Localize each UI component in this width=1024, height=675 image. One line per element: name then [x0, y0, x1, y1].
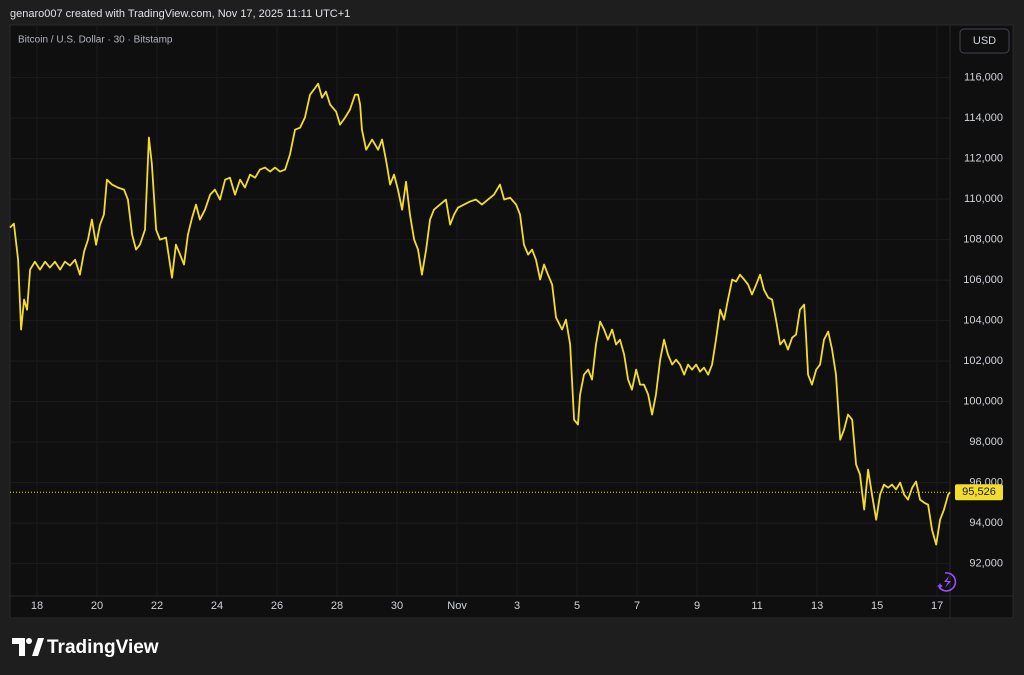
icon-ring [938, 572, 957, 592]
x-tick-label: 18 [31, 600, 43, 612]
x-tick-label: 20 [91, 600, 103, 612]
x-tick-label: 7 [634, 600, 640, 612]
price-marker-tag [955, 484, 1003, 501]
currency-button[interactable] [959, 28, 1010, 54]
x-tick-label: 3 [514, 600, 520, 612]
caption: genaro007 created with TradingView.com, … [10, 8, 350, 20]
x-tick-label: 5 [574, 600, 580, 612]
y-tick-label: 104,000 [963, 315, 1003, 327]
icon-spark [937, 583, 943, 589]
logo-shape [26, 638, 32, 644]
currency-label[interactable]: USD [973, 35, 996, 47]
y-tick-label: 106,000 [963, 274, 1003, 286]
logo-shape [12, 638, 25, 656]
y-tick-label: 110,000 [964, 193, 1003, 205]
x-tick-label: 17 [931, 600, 943, 612]
y-tick-label: 108,000 [963, 234, 1003, 246]
x-tick-label: 22 [151, 600, 163, 612]
x-tick-label: 15 [871, 600, 883, 612]
price-line [9, 82, 951, 546]
y-tick-label: 100,000 [963, 396, 1003, 408]
y-tick-label: 112,000 [964, 153, 1003, 165]
x-tick-label: 30 [391, 600, 403, 612]
brand-name: TradingView [47, 637, 159, 658]
x-tick-label: Nov [447, 600, 467, 612]
logo-shape [32, 638, 44, 656]
y-tick-label: 114,000 [964, 112, 1003, 124]
icon-bolt [944, 576, 951, 588]
brand-logo [12, 638, 44, 656]
x-tick-label: 26 [271, 600, 283, 612]
x-tick-label: 24 [211, 600, 223, 612]
y-tick-label: 102,000 [963, 355, 1003, 367]
chart-panel [9, 24, 1014, 619]
icon [937, 572, 957, 592]
x-tick-label: 11 [751, 600, 762, 612]
y-tick-label: 92,000 [969, 558, 1003, 570]
y-tick-label: 98,000 [969, 436, 1003, 448]
chart-title: Bitcoin / U.S. Dollar · 30 · Bitstamp [18, 35, 173, 46]
y-tick-label: 116,000 [964, 72, 1003, 84]
x-tick-label: 13 [811, 600, 823, 612]
price-marker-label: 95,526 [962, 486, 996, 498]
y-tick-label: 94,000 [969, 517, 1003, 529]
x-tick-label: 28 [331, 600, 343, 612]
x-tick-label: 9 [694, 600, 700, 612]
